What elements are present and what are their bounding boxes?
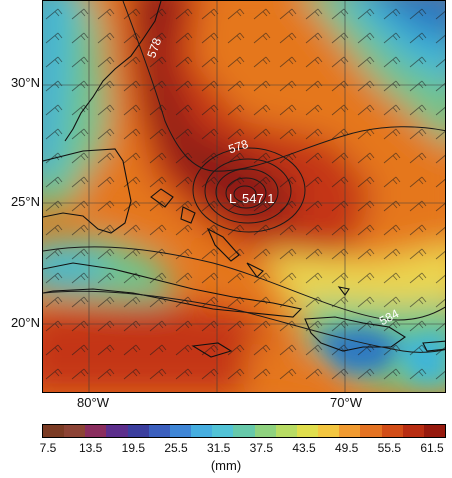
map-svg: 578 578 584 L 547.1 xyxy=(43,1,445,392)
colorbar-tick-label: 7.5 xyxy=(39,441,57,455)
colorbar-tick-label: 49.5 xyxy=(334,441,359,455)
colorbar xyxy=(42,424,446,438)
colorbar-segment xyxy=(339,425,361,437)
colorbar-tick-label: 43.5 xyxy=(292,441,316,455)
lat-label-20n: 20°N xyxy=(10,315,40,330)
colorbar-segment xyxy=(381,425,403,437)
colorbar-tick-label: 61.5 xyxy=(420,441,444,455)
colorbar-segment xyxy=(191,425,213,437)
contour-ring-4 xyxy=(204,158,292,224)
colorbar-segment xyxy=(360,425,382,437)
colorbar-tick-label: 13.5 xyxy=(78,441,103,455)
colorbar-segment xyxy=(402,425,424,437)
hispaniola xyxy=(304,316,406,352)
contour-ring-3 xyxy=(215,168,279,216)
colorbar-segment xyxy=(127,425,149,437)
colorbar-tick-label: 31.5 xyxy=(206,441,231,455)
colorbar-segment xyxy=(254,425,276,437)
us-east-coast xyxy=(64,1,162,142)
colorbar-segment xyxy=(275,425,297,437)
lon-label-80w: 80°W xyxy=(77,395,109,410)
colorbar-tick-label: 25.5 xyxy=(164,441,188,455)
cuba xyxy=(43,262,303,318)
low-value-label: 547.1 xyxy=(242,191,275,206)
colorbar-segment xyxy=(296,425,319,437)
florida-peninsula xyxy=(43,148,132,234)
lon-label-70w: 70°W xyxy=(330,395,362,410)
contour-584-south xyxy=(43,246,445,321)
contour-label-578-north: 578 xyxy=(144,36,164,60)
colorbar-segment xyxy=(233,425,255,437)
low-marker: L xyxy=(229,191,236,206)
colorbar-segment xyxy=(106,425,128,437)
colorbar-segment xyxy=(423,425,445,437)
coastlines xyxy=(43,1,445,358)
contour-ring-1 xyxy=(233,185,257,203)
lat-label-30n: 30°N xyxy=(10,75,40,90)
contour-ring-2 xyxy=(225,177,267,209)
jamaica xyxy=(191,342,233,358)
contour-590-south xyxy=(43,290,445,353)
colorbar-segment xyxy=(64,425,86,437)
colorbar-segment xyxy=(85,425,107,437)
contour-label-578-center: 578 xyxy=(227,137,251,157)
bahamas-north xyxy=(150,188,196,224)
colorbar-tick-label: 19.5 xyxy=(121,441,146,455)
colorbar-segment xyxy=(212,425,234,437)
height-contours xyxy=(43,1,445,353)
colorbar-segment xyxy=(169,425,192,437)
colorbar-units: (mm) xyxy=(210,458,242,473)
contour-578-north xyxy=(122,1,445,172)
colorbar-segment xyxy=(43,425,65,437)
map-panel: 578 578 584 L 547.1 xyxy=(42,0,446,393)
colorbar-segment xyxy=(148,425,170,437)
wind-barbs-layer xyxy=(43,1,445,392)
lat-label-25n: 25°N xyxy=(10,194,40,209)
bahamas-central xyxy=(206,227,264,278)
contour-ring-5 xyxy=(192,147,306,233)
colorbar-tick-label: 37.5 xyxy=(249,441,274,455)
colorbar-tick-label: 55.5 xyxy=(377,441,402,455)
turks-caicos xyxy=(337,286,350,296)
puerto-rico xyxy=(422,340,445,352)
colorbar-segment xyxy=(318,425,340,437)
